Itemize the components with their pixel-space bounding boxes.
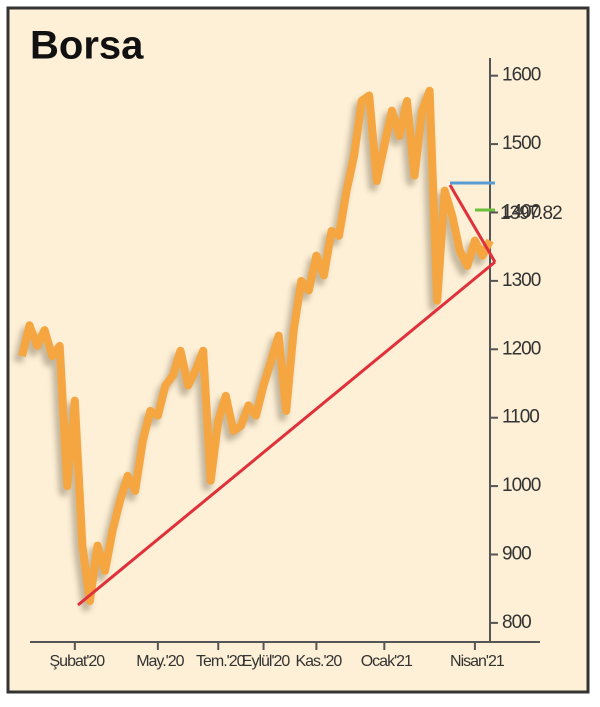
y-tick-label: 900 [502,544,531,565]
y-tick-label: 1300 [502,270,541,291]
x-tick-label: Şubat'20 [50,653,106,670]
trend-line [448,184,497,263]
x-tick-label: Ocak'21 [361,653,413,670]
x-tick-label: Eylül'20 [242,653,291,670]
line [18,86,494,605]
y-tick-label: 1600 [502,65,541,86]
x-tick-label: Nisan'21 [450,653,505,670]
y-tick-label: 1100 [502,407,539,428]
x-tick-label: May.'20 [136,653,184,670]
x-tick-label: Kas.'20 [295,653,342,670]
x-tick-label: Tem.'20 [196,653,246,670]
chart-title: Borsa [30,24,144,68]
y-tick-label: 1200 [502,338,541,359]
y-tick-label: 1000 [502,475,541,496]
y-tick-label: 800 [502,612,531,633]
value-label: 1397.82 [500,203,562,224]
y-tick-label: 1400 [502,202,541,223]
y-tick-label: 1500 [502,133,541,154]
plot [13,86,494,612]
trend-line [77,260,496,607]
